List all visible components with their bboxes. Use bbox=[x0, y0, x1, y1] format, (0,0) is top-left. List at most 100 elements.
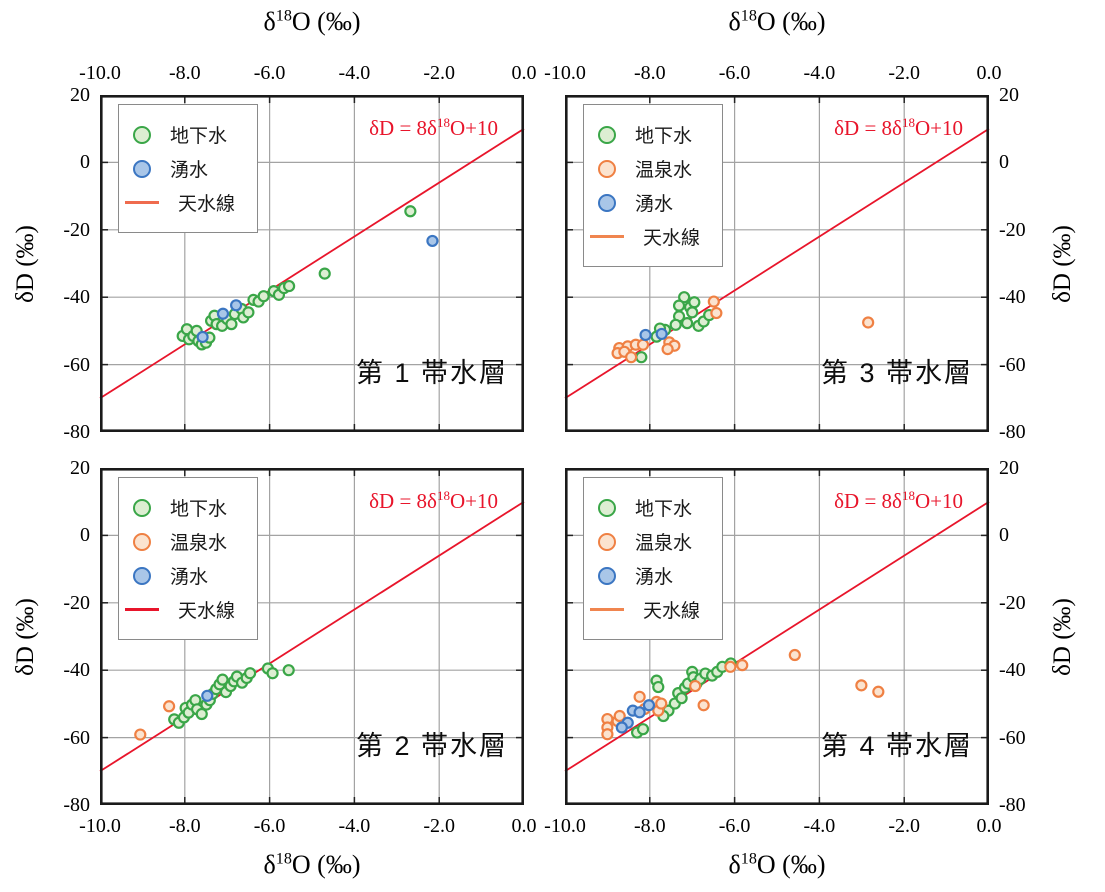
y-tick-label: -60 bbox=[999, 353, 1026, 376]
data-point-温泉水 bbox=[872, 685, 885, 698]
x-axis-title: δ18O (‰) bbox=[263, 7, 361, 36]
x-tick-label: -2.0 bbox=[423, 62, 456, 84]
y-tick-label: 0 bbox=[999, 524, 1009, 547]
legend-line-icon bbox=[125, 201, 159, 204]
legend-label: 地下水 bbox=[170, 126, 228, 147]
data-point-地下水 bbox=[688, 296, 701, 309]
data-point-地下水 bbox=[283, 279, 296, 293]
y-axis-title: δD (‰) bbox=[12, 224, 39, 303]
data-point-温泉水 bbox=[625, 351, 638, 364]
data-point-温泉水 bbox=[707, 295, 720, 308]
data-point-湧水 bbox=[201, 689, 214, 702]
legend-label: 天水線 bbox=[643, 228, 701, 249]
legend-marker-icon bbox=[133, 532, 151, 551]
x-axis-title: δ18O (‰) bbox=[728, 850, 826, 879]
legend: 地下水 温泉水 湧水 天水線 bbox=[583, 477, 724, 640]
equation-text-end: O+10 bbox=[449, 116, 498, 140]
legend-item-meteoric-line: 天水線 bbox=[125, 189, 236, 216]
legend-item-meteoric-line: 天水線 bbox=[590, 223, 701, 250]
legend-item: 湧水 bbox=[133, 562, 235, 589]
data-point-温泉水 bbox=[636, 338, 650, 351]
x-tick-label: -8.0 bbox=[168, 815, 201, 837]
data-point-温泉水 bbox=[601, 728, 614, 741]
equation-text: δD = 8δ bbox=[834, 116, 902, 140]
plot-frame bbox=[99, 94, 524, 432]
x-tick-label: -4.0 bbox=[803, 815, 836, 837]
data-point-温泉水 bbox=[855, 679, 868, 692]
x-tick-label: -10.0 bbox=[544, 62, 586, 84]
y-tick-label: -20 bbox=[63, 218, 90, 241]
data-point-地下水 bbox=[652, 680, 665, 694]
y-tick-label: -80 bbox=[999, 794, 1026, 816]
x-tick-label: 0.0 bbox=[511, 815, 537, 837]
legend-line-icon bbox=[590, 608, 624, 611]
plot-area bbox=[564, 467, 990, 805]
legend-item: 温泉水 bbox=[598, 155, 700, 182]
y-axis-title: δD (‰) bbox=[1049, 597, 1076, 676]
legend-marker-icon bbox=[598, 498, 616, 517]
data-point-湧水 bbox=[216, 307, 230, 320]
data-point-湧水 bbox=[642, 699, 656, 712]
legend-label: 地下水 bbox=[635, 499, 693, 520]
legend-marker-icon bbox=[598, 532, 616, 551]
data-point-地下水 bbox=[242, 306, 255, 319]
legend-item: 温泉水 bbox=[598, 528, 700, 555]
legend-label: 天水線 bbox=[178, 601, 236, 622]
y-tick-label: 0 bbox=[80, 151, 90, 174]
x-tick-label: -6.0 bbox=[718, 815, 751, 837]
x-tick-label: -4.0 bbox=[803, 62, 836, 84]
data-point-温泉水 bbox=[862, 316, 875, 329]
panel-aquifer-3: 地下水 温泉水 湧水 天水線 δD = 8δ18O+10 第 3 帯水層 -10.0 -… bbox=[544, 7, 1076, 443]
x-tick-label: -6.0 bbox=[718, 62, 751, 84]
legend-label: 湧水 bbox=[170, 160, 209, 181]
legend-item: 地下水 bbox=[598, 494, 700, 521]
legend-marker-icon bbox=[133, 566, 151, 585]
legend-item: 地下水 bbox=[133, 121, 235, 148]
y-tick-label: -60 bbox=[63, 726, 90, 749]
x-tick-label: -2.0 bbox=[888, 815, 921, 837]
x-axis-title: δ18O (‰) bbox=[728, 7, 826, 36]
x-tick-label: -4.0 bbox=[338, 62, 371, 84]
data-point-湧水 bbox=[633, 706, 646, 719]
legend-label: 温泉水 bbox=[635, 160, 693, 181]
y-tick-label: -80 bbox=[999, 421, 1026, 443]
x-tick-label: -8.0 bbox=[633, 62, 666, 84]
x-tick-label: -6.0 bbox=[253, 62, 286, 84]
meteoric-line-equation: δD = 8δ18O+10 bbox=[834, 488, 963, 514]
legend-marker-icon bbox=[598, 566, 616, 585]
data-point-湧水 bbox=[426, 234, 439, 248]
y-tick-label: -20 bbox=[999, 591, 1026, 614]
legend: 地下水温泉水湧水天水線 bbox=[583, 104, 724, 267]
data-point-湧水 bbox=[196, 330, 209, 344]
data-point-地下水 bbox=[225, 318, 238, 331]
data-point-地下水 bbox=[636, 723, 650, 736]
legend-label: 天水線 bbox=[178, 194, 236, 215]
legend-item: 地下水 bbox=[598, 121, 700, 148]
data-point-地下水 bbox=[404, 205, 417, 218]
legend: 地下水温泉水湧水天水線 bbox=[118, 477, 259, 640]
legend-item-meteoric-line: 天水線 bbox=[125, 596, 236, 623]
y-tick-label: 20 bbox=[999, 84, 1019, 106]
data-point-湧水 bbox=[655, 327, 668, 341]
data-point-地下水 bbox=[681, 317, 694, 330]
x-tick-label: -8.0 bbox=[168, 62, 201, 84]
legend-item: 湧水 bbox=[598, 189, 700, 216]
y-tick-label: -60 bbox=[999, 726, 1026, 749]
y-tick-label: 0 bbox=[999, 151, 1009, 174]
data-point-地下水 bbox=[282, 664, 295, 677]
legend-item: 温泉水 bbox=[133, 528, 235, 555]
legend-marker-icon bbox=[133, 159, 151, 178]
data-point-湧水 bbox=[615, 721, 628, 734]
legend-marker-icon bbox=[133, 498, 151, 517]
legend-label: 温泉水 bbox=[170, 533, 228, 554]
legend-item: 湧水 bbox=[133, 155, 235, 182]
legend-label: 地下水 bbox=[170, 499, 228, 520]
data-point-温泉水 bbox=[613, 709, 626, 723]
data-point-地下水 bbox=[635, 351, 648, 364]
legend-label: 地下水 bbox=[635, 126, 693, 147]
x-tick-label: 0.0 bbox=[511, 62, 537, 84]
plot-frame bbox=[564, 467, 989, 805]
legend: 地下水湧水天水線 bbox=[118, 104, 259, 233]
data-point-温泉水 bbox=[689, 679, 702, 693]
equation-text-end: O+10 bbox=[914, 116, 963, 140]
